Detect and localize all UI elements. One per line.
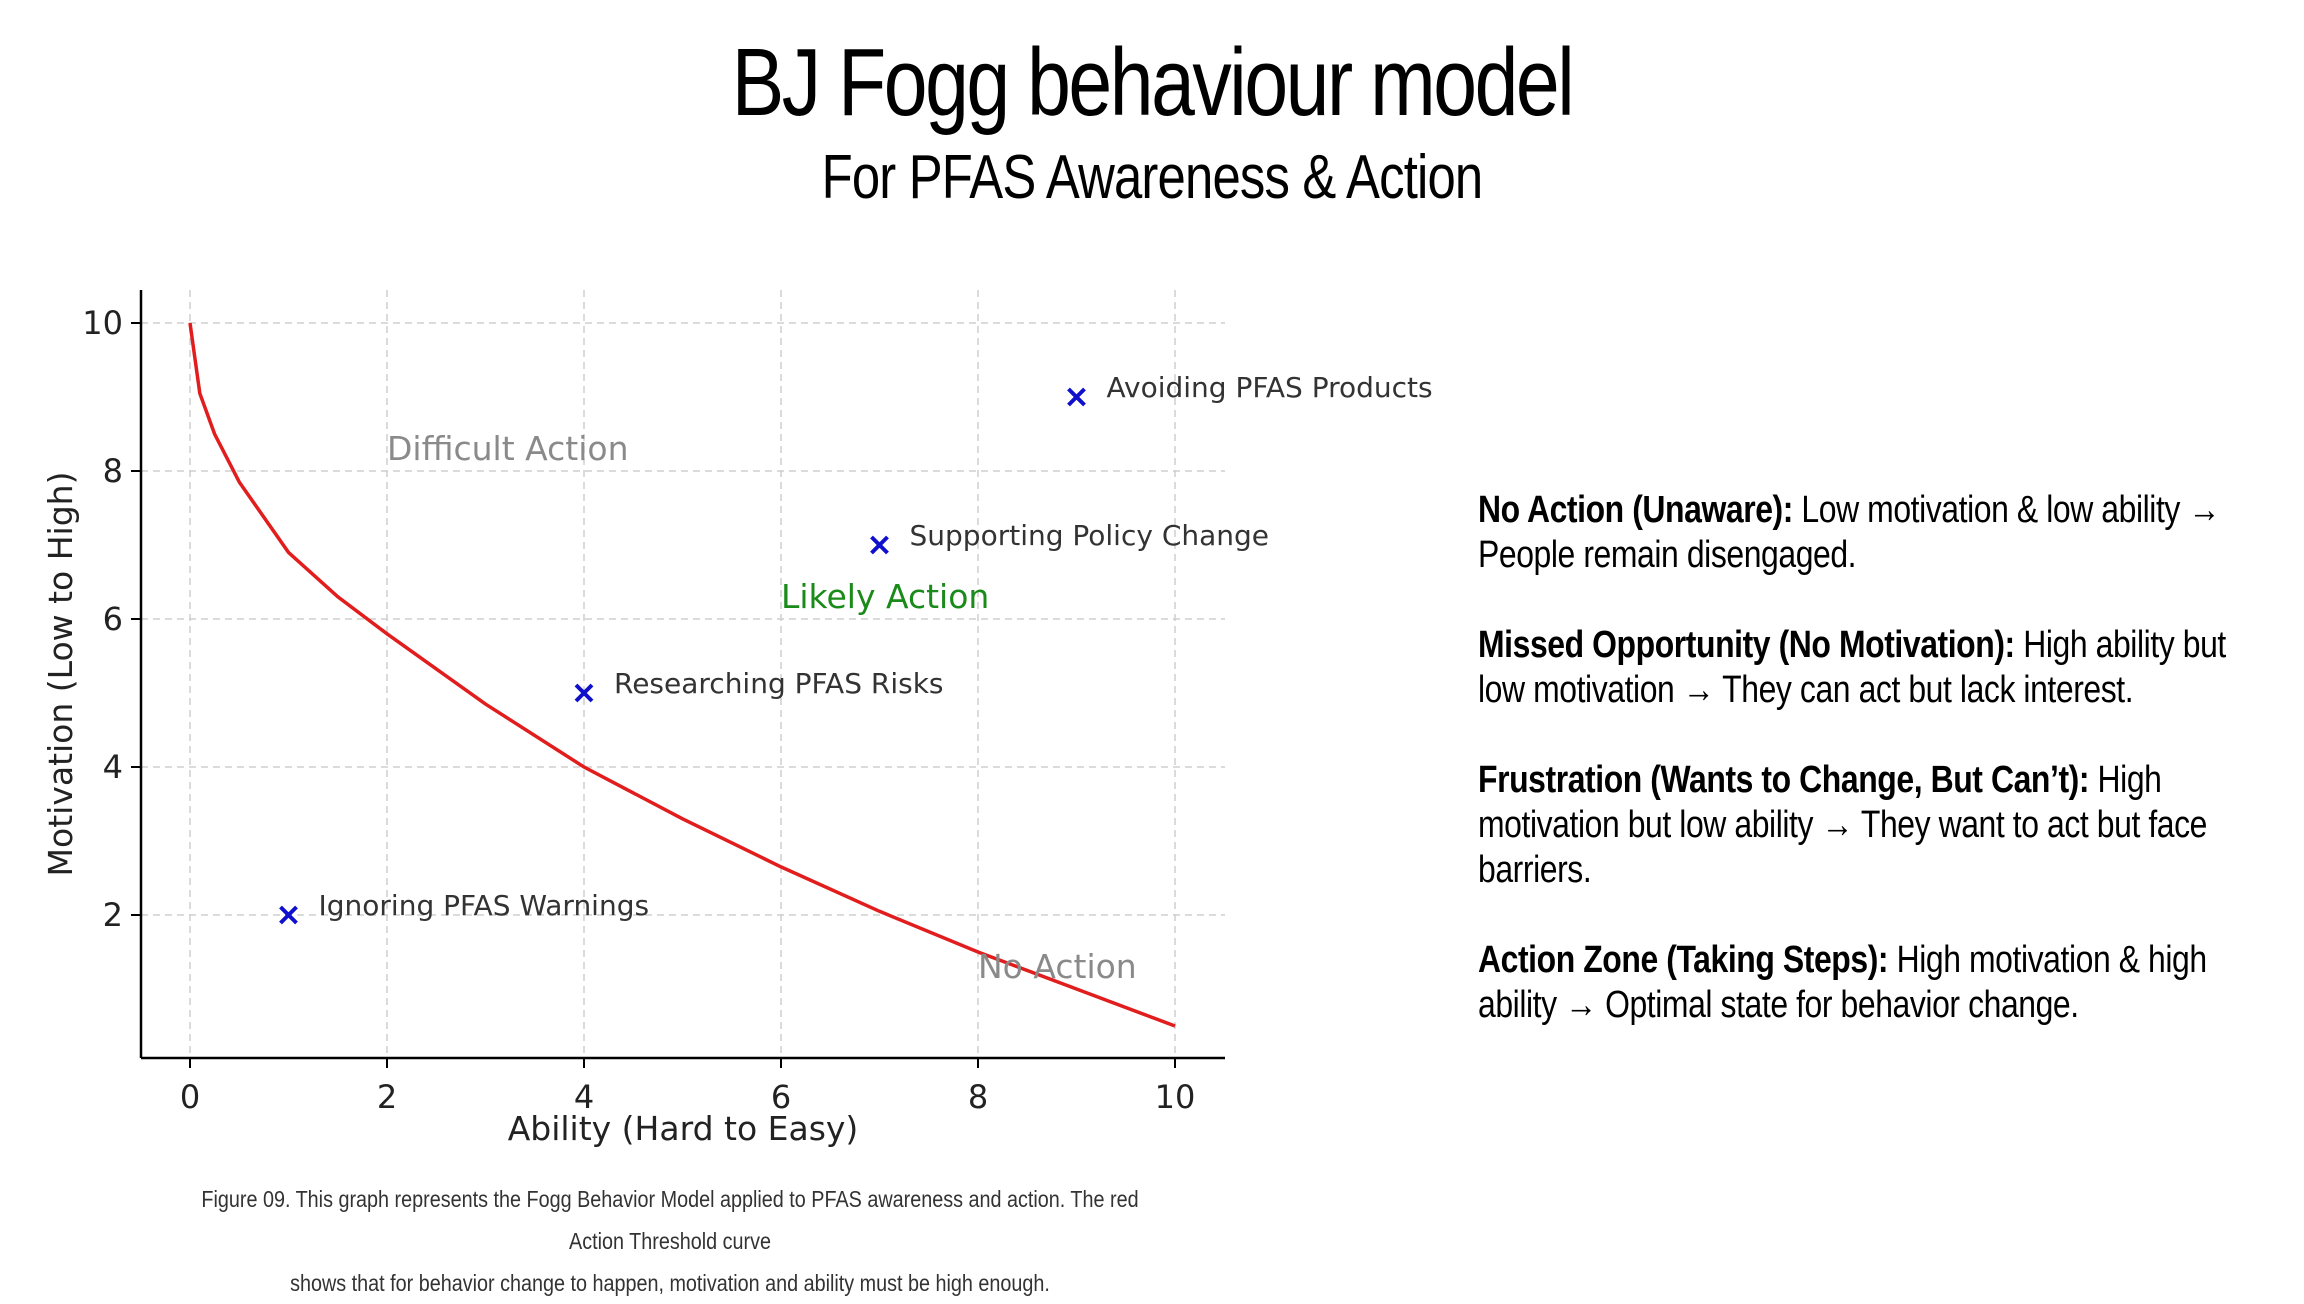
legend-item-frustration: Frustration (Wants to Change, But Can’t)… xyxy=(1478,758,2276,893)
data-point-label: Researching PFAS Risks xyxy=(614,667,944,700)
x-axis-label: Ability (Hard to Easy) xyxy=(508,1109,859,1148)
point-marker-stroke xyxy=(574,683,594,703)
page-title: BJ Fogg behaviour model xyxy=(731,29,1575,136)
legend-head: No Action (Unaware): xyxy=(1478,489,1793,531)
caption-line-2: shows that for behavior change to happen… xyxy=(290,1270,1050,1296)
y-tick-label: 4 xyxy=(103,748,123,786)
data-point-label: Supporting Policy Change xyxy=(910,519,1270,552)
legend-item-missed-opportunity: Missed Opportunity (No Motivation): High… xyxy=(1478,623,2276,713)
point-marker-stroke xyxy=(870,535,889,555)
legend-item-action-zone: Action Zone (Taking Steps): High motivat… xyxy=(1478,938,2276,1028)
legend-item-no-action: No Action (Unaware): Low motivation & lo… xyxy=(1478,488,2276,578)
data-point xyxy=(279,905,298,925)
legend-head: Action Zone (Taking Steps): xyxy=(1478,939,1889,981)
figure-caption: Figure 09. This graph represents the Fog… xyxy=(197,1178,1143,1304)
legend-head: Missed Opportunity (No Motivation): xyxy=(1478,624,2015,666)
y-tick-label: 6 xyxy=(103,600,123,638)
legend-body: High ability but low motivation → They c… xyxy=(1478,624,2226,711)
y-tick-label: 8 xyxy=(103,452,123,490)
region-annotation: Likely Action xyxy=(781,577,989,616)
data-point xyxy=(1067,387,1086,407)
region-annotation: No Action xyxy=(978,947,1137,986)
data-point xyxy=(574,683,594,703)
y-axis-label: Motivation (Low to High) xyxy=(41,472,80,877)
data-point-label: Ignoring PFAS Warnings xyxy=(319,889,650,922)
legend-body: High motivation & high ability → Optimal… xyxy=(1478,939,2207,1026)
x-tick-label: 10 xyxy=(1155,1078,1196,1116)
x-tick-label: 6 xyxy=(771,1078,791,1116)
point-marker-stroke xyxy=(1067,387,1086,407)
y-tick-label: 2 xyxy=(103,896,123,934)
x-tick-label: 4 xyxy=(574,1078,594,1116)
page-subtitle: For PFAS Awareness & Action xyxy=(821,143,1484,212)
x-tick-label: 2 xyxy=(377,1078,397,1116)
zone-legend: No Action (Unaware): Low motivation & lo… xyxy=(1478,488,2278,1073)
legend-body: High motivation but low ability → They w… xyxy=(1478,759,2208,891)
region-annotation: Difficult Action xyxy=(387,429,629,468)
y-tick-label: 10 xyxy=(82,304,123,342)
action-threshold-curve xyxy=(188,322,1176,1028)
point-marker-stroke xyxy=(279,905,298,925)
caption-line-1: Figure 09. This graph represents the Fog… xyxy=(201,1186,1139,1254)
data-point xyxy=(870,535,889,555)
legend-body: Low motivation & low ability → People re… xyxy=(1478,489,2220,576)
legend-head: Frustration (Wants to Change, But Can’t)… xyxy=(1478,759,2090,801)
x-tick-label: 8 xyxy=(968,1078,988,1116)
data-point-label: Avoiding PFAS Products xyxy=(1107,371,1433,404)
x-tick-label: 0 xyxy=(180,1078,200,1116)
